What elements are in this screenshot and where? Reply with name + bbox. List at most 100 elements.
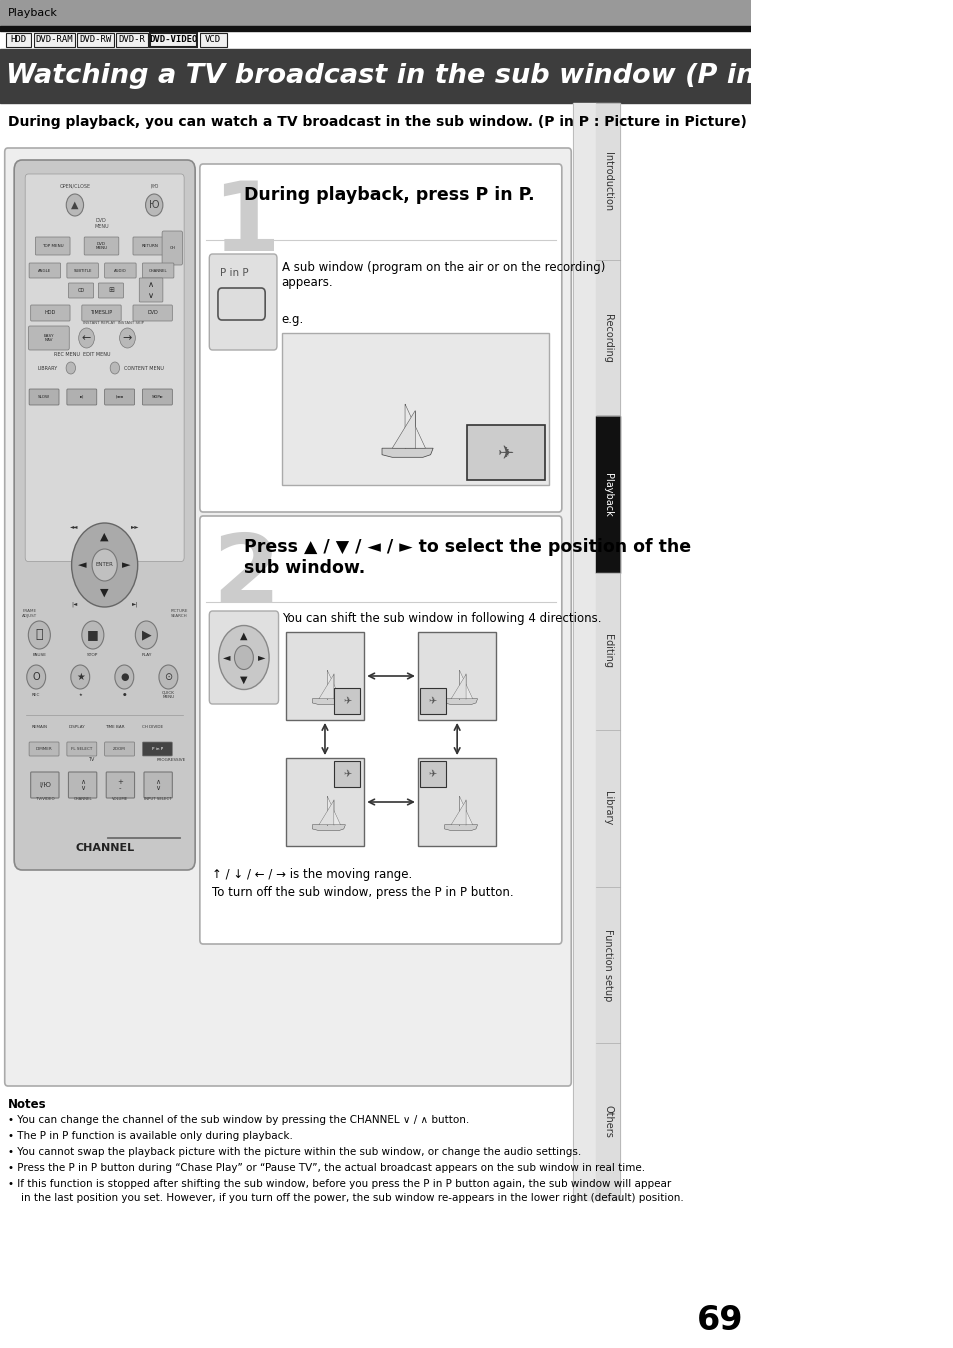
Text: ZOOM: ZOOM [113,747,126,751]
Bar [0,26,750,31]
Text: DVD
MENU: DVD MENU [95,241,108,251]
Text: 69: 69 [696,1304,742,1336]
Text: ∧
∨: ∧ ∨ [80,779,85,791]
Circle shape [234,646,253,670]
FancyBboxPatch shape [142,741,172,756]
Text: ∧
∨: ∧ ∨ [148,280,154,299]
Text: TIMESLIP: TIMESLIP [91,310,112,315]
Text: Playback: Playback [8,8,58,18]
Text: TOP MENU: TOP MENU [42,244,64,248]
FancyBboxPatch shape [142,263,173,278]
Text: ▲: ▲ [100,532,109,542]
Text: in the last position you set. However, if you turn off the power, the sub window: in the last position you set. However, i… [8,1193,683,1202]
Text: →: → [123,333,132,342]
FancyBboxPatch shape [105,263,136,278]
Bar [335,762,360,787]
Text: HDD: HDD [45,310,56,315]
Bar [199,32,227,47]
Bar [33,32,74,47]
FancyBboxPatch shape [142,390,172,404]
Bar [77,32,114,47]
Polygon shape [327,670,340,698]
FancyBboxPatch shape [132,305,172,321]
Text: PAUSE: PAUSE [32,652,47,656]
Text: PLAY: PLAY [141,652,152,656]
Text: RETURN: RETURN [142,244,158,248]
Text: To turn off the sub window, press the P in P button.: To turn off the sub window, press the P … [213,886,514,899]
Text: Watching a TV broadcast in the sub window (P in P Playback): Watching a TV broadcast in the sub windo… [7,63,942,89]
Text: CHANNEL: CHANNEL [73,797,91,801]
Bar [285,632,364,720]
Text: ◄: ◄ [223,652,230,662]
FancyBboxPatch shape [132,237,168,255]
Text: ●: ● [120,673,129,682]
Text: ▲: ▲ [71,200,78,210]
Text: • You cannot swap the playback picture with the picture within the sub window, o: • You cannot swap the playback picture w… [8,1147,580,1157]
FancyBboxPatch shape [30,305,70,321]
Text: You can shift the sub window in following 4 directions.: You can shift the sub window in followin… [281,612,600,625]
Text: I/Ю: I/Ю [39,782,51,789]
FancyBboxPatch shape [162,231,182,266]
Text: CONTENT MENU: CONTENT MENU [124,367,164,371]
Text: ►►: ►► [131,523,139,528]
Text: REC MENU  EDIT MENU: REC MENU EDIT MENU [53,352,110,357]
Text: 2: 2 [213,530,280,623]
Text: • The P in P function is available only during playback.: • The P in P function is available only … [8,1131,293,1140]
Text: ✈: ✈ [342,696,351,706]
FancyBboxPatch shape [209,611,278,704]
Text: Recording: Recording [602,314,613,363]
FancyBboxPatch shape [69,772,96,798]
Bar [596,729,619,887]
Text: ∧
∨: ∧ ∨ [155,779,160,791]
FancyBboxPatch shape [25,174,184,562]
FancyBboxPatch shape [67,741,96,756]
Text: Ю: Ю [149,200,159,210]
Circle shape [110,363,119,373]
Text: ✈: ✈ [497,443,514,462]
FancyBboxPatch shape [30,772,59,798]
Polygon shape [381,448,433,457]
Text: ANGLE: ANGLE [38,268,51,272]
FancyBboxPatch shape [30,741,59,756]
Circle shape [71,523,137,607]
Circle shape [78,328,94,348]
FancyBboxPatch shape [84,237,119,255]
Text: • If this function is stopped after shifting the sub window, before you press th: • If this function is stopped after shif… [8,1180,670,1189]
FancyBboxPatch shape [29,326,70,350]
FancyBboxPatch shape [105,390,134,404]
Bar [285,758,364,847]
Text: P in P: P in P [152,747,163,751]
Text: REC: REC [32,693,40,697]
Text: Introduction: Introduction [602,152,613,210]
Text: e.g.: e.g. [281,313,304,326]
Text: During playback, you can watch a TV broadcast in the sub window. (P in P : Pictu: During playback, you can watch a TV broa… [8,115,746,129]
Text: A sub window (program on the air or on the recording)
appears.: A sub window (program on the air or on t… [281,262,604,288]
Text: 1: 1 [213,178,280,271]
FancyBboxPatch shape [144,772,172,798]
Bar [466,425,545,480]
Circle shape [146,194,163,216]
Text: ★: ★ [78,693,82,697]
Circle shape [29,621,51,648]
Circle shape [71,665,90,689]
FancyBboxPatch shape [209,253,276,350]
Bar [7,32,31,47]
Bar [596,1043,619,1200]
Circle shape [66,363,75,373]
Bar [596,102,619,260]
Polygon shape [405,404,425,448]
Circle shape [114,665,133,689]
Text: ↑ / ↓ / ← / → is the moving range.: ↑ / ↓ / ← / → is the moving range. [213,868,413,882]
Text: DIMMER: DIMMER [35,747,52,751]
Text: DVD-R: DVD-R [118,35,146,44]
FancyBboxPatch shape [106,772,134,798]
Text: Others: Others [602,1105,613,1138]
FancyBboxPatch shape [217,288,265,319]
Circle shape [27,665,46,689]
FancyBboxPatch shape [30,390,59,404]
Circle shape [119,328,135,348]
Bar [151,32,197,47]
Text: ⊞: ⊞ [108,287,113,294]
Polygon shape [451,674,466,698]
Text: FRAME
ADJUST: FRAME ADJUST [22,609,37,617]
